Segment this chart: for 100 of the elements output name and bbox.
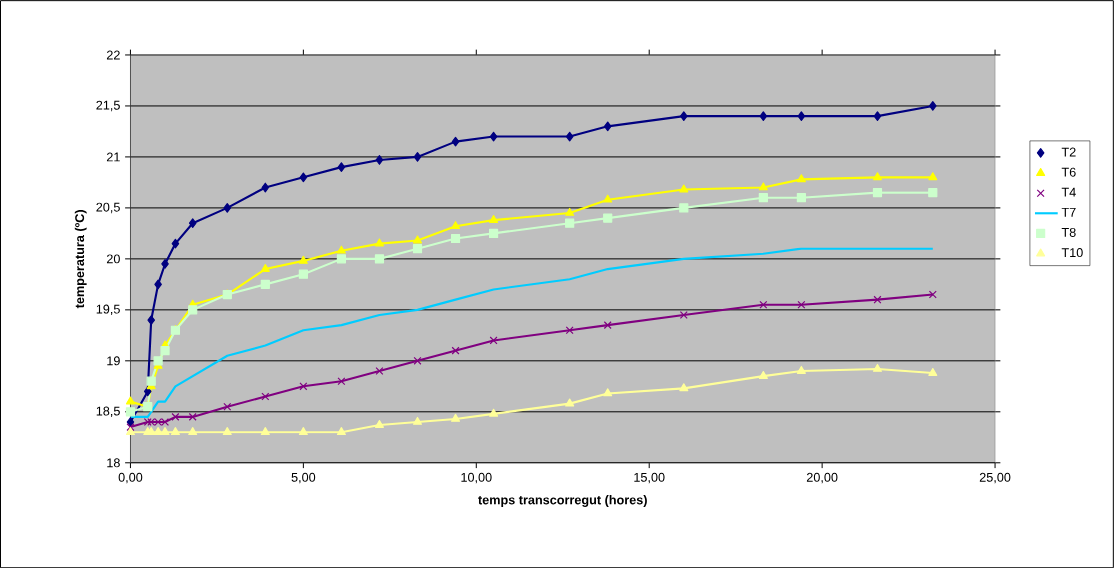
point xyxy=(565,398,575,407)
point xyxy=(565,218,575,228)
legend-label: T10 xyxy=(1061,248,1083,257)
point xyxy=(223,402,232,411)
x-tick-label: 0,00 xyxy=(118,472,143,484)
point xyxy=(222,426,232,435)
point xyxy=(758,370,768,379)
point xyxy=(873,111,882,121)
x-tick-label: 5,00 xyxy=(291,472,316,484)
point xyxy=(565,326,574,335)
point xyxy=(374,238,384,247)
point xyxy=(929,100,937,111)
point xyxy=(451,136,460,147)
point xyxy=(412,235,423,244)
x-tick-label: 20,00 xyxy=(806,472,838,484)
point xyxy=(125,426,135,435)
point xyxy=(146,376,156,386)
point xyxy=(451,413,461,422)
point xyxy=(928,367,938,376)
point xyxy=(451,221,461,229)
point xyxy=(928,290,937,299)
point xyxy=(188,305,198,315)
point xyxy=(450,233,461,243)
point xyxy=(125,407,136,417)
point xyxy=(126,417,135,427)
y-tick-label: 21 xyxy=(106,152,120,162)
y-tick-label: 19,5 xyxy=(96,304,120,315)
point xyxy=(489,131,498,142)
point xyxy=(188,218,197,228)
point xyxy=(260,279,270,289)
point xyxy=(565,131,574,142)
point xyxy=(299,172,308,183)
point xyxy=(451,346,460,355)
point xyxy=(336,254,347,264)
legend-label: T8 xyxy=(1061,227,1076,237)
y-tick-label: 21,5 xyxy=(96,100,120,112)
point xyxy=(260,426,270,435)
point xyxy=(603,194,613,203)
point xyxy=(758,182,768,191)
legend-label: T2 xyxy=(1061,147,1076,157)
point xyxy=(679,184,689,193)
point xyxy=(872,187,883,198)
point xyxy=(161,259,169,269)
x-tick-label: 25,00 xyxy=(979,472,1011,484)
point xyxy=(489,408,499,417)
point xyxy=(796,174,806,183)
point xyxy=(489,214,499,223)
point xyxy=(336,245,346,254)
point xyxy=(337,377,346,386)
point xyxy=(374,254,385,264)
point xyxy=(188,412,197,421)
point xyxy=(375,155,384,165)
point xyxy=(160,345,170,356)
point xyxy=(797,111,806,121)
point xyxy=(928,172,938,181)
point xyxy=(153,356,163,366)
x-axis-title: temps transcorregut (hores) xyxy=(478,494,647,507)
point xyxy=(337,162,346,172)
point xyxy=(603,121,612,132)
point xyxy=(489,336,498,345)
point xyxy=(298,269,308,279)
point xyxy=(170,426,180,435)
point xyxy=(412,416,423,425)
point xyxy=(603,213,613,223)
legend-label: T6 xyxy=(1061,167,1076,177)
y-axis-title: temperatura (ºC) xyxy=(74,209,87,309)
point xyxy=(873,295,882,304)
point xyxy=(758,192,768,203)
y-tick-label: 18,5 xyxy=(96,406,120,417)
point xyxy=(261,392,270,401)
point xyxy=(565,207,575,216)
point xyxy=(336,426,346,435)
y-tick-label: 22 xyxy=(106,50,120,60)
point xyxy=(375,366,384,375)
point xyxy=(188,426,198,435)
point xyxy=(143,386,152,397)
point xyxy=(298,255,308,264)
point xyxy=(928,187,938,198)
point xyxy=(143,417,152,426)
point xyxy=(413,151,422,162)
point xyxy=(260,263,270,272)
point xyxy=(759,300,768,309)
point xyxy=(298,426,308,435)
point xyxy=(797,300,806,309)
point xyxy=(680,111,688,121)
point xyxy=(603,388,613,397)
point xyxy=(413,356,422,365)
point xyxy=(488,228,499,238)
point xyxy=(872,363,882,372)
point xyxy=(374,419,384,428)
point xyxy=(603,321,612,330)
point xyxy=(125,396,135,405)
point xyxy=(679,383,689,392)
y-tick-label: 19 xyxy=(107,356,120,366)
point xyxy=(154,279,162,290)
point xyxy=(679,203,689,213)
y-tick-label: 18 xyxy=(107,458,120,468)
point xyxy=(796,365,806,374)
point xyxy=(759,111,768,121)
point xyxy=(171,412,180,421)
